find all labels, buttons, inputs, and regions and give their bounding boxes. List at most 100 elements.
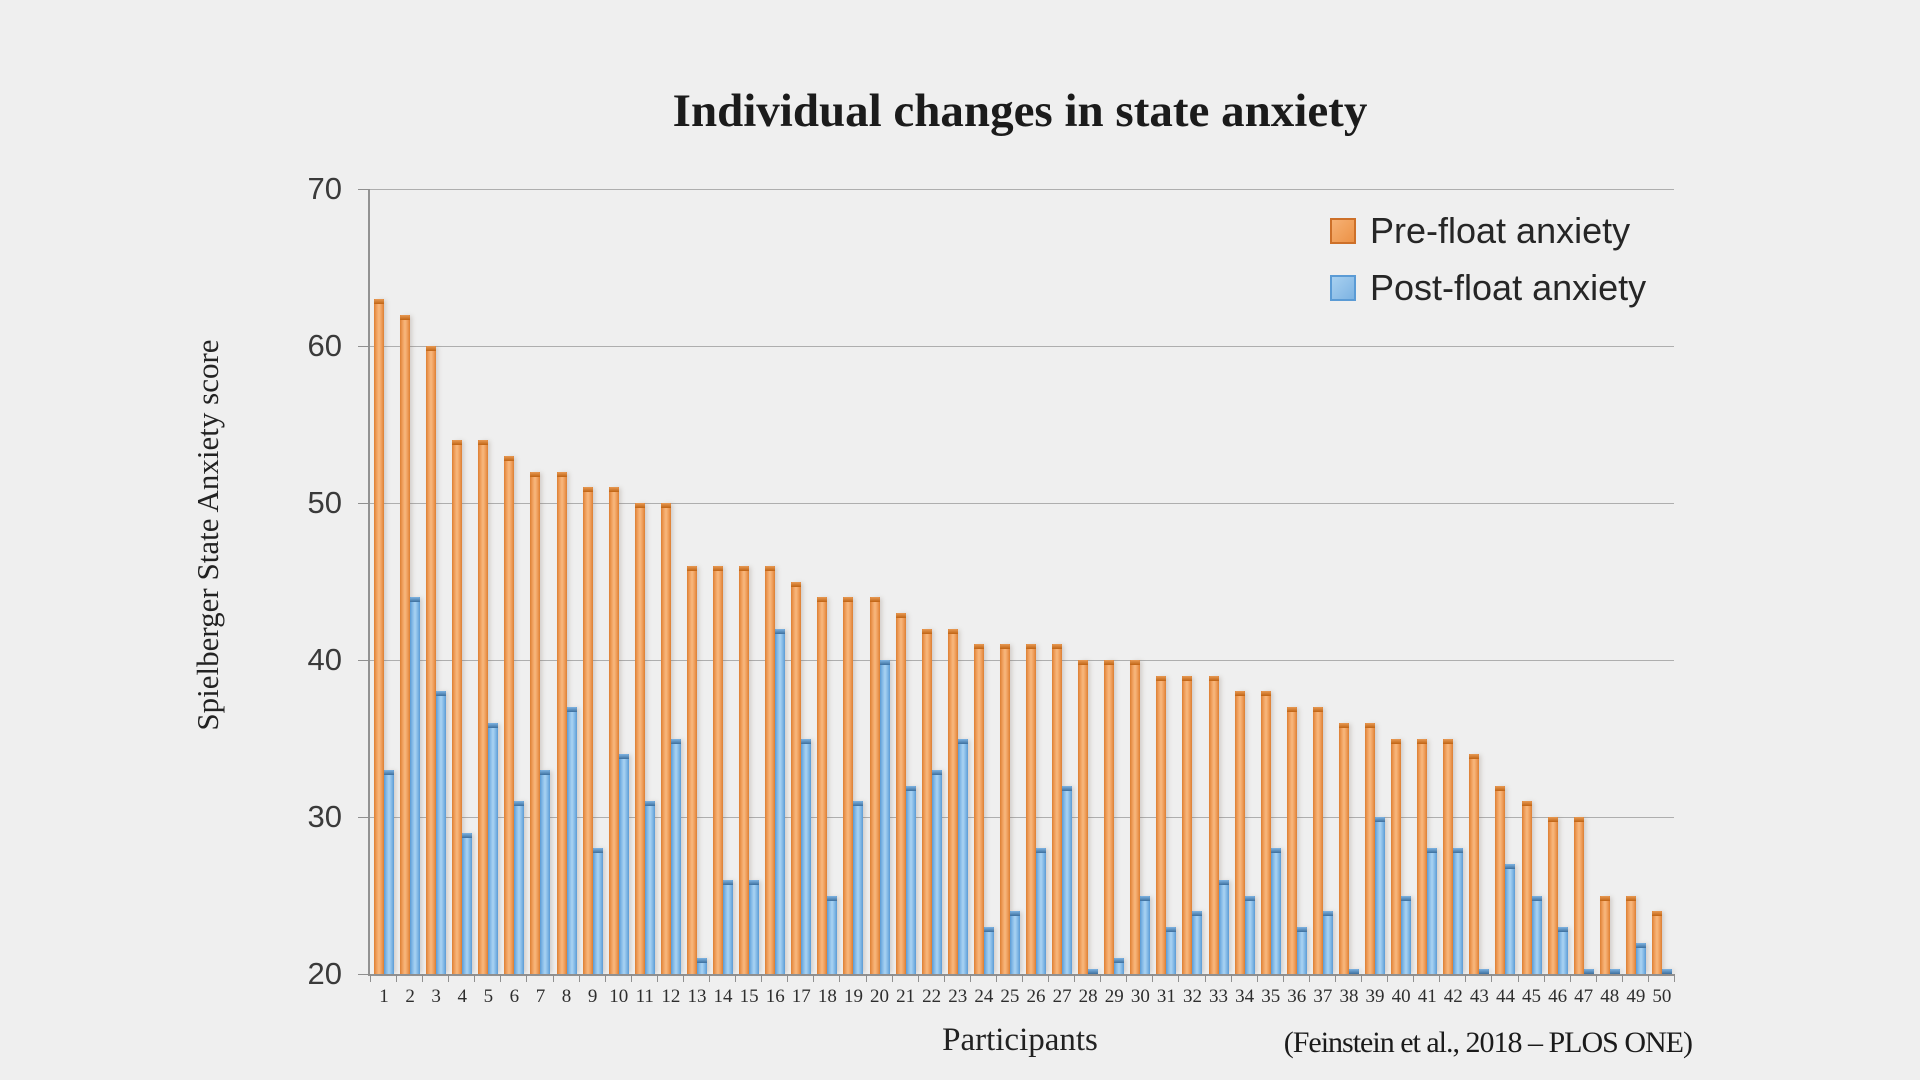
x-tick-21 — [917, 974, 919, 982]
bar-post-participant-23 — [957, 738, 968, 974]
x-tick-16 — [787, 974, 789, 982]
bar-pre-participant-43 — [1469, 754, 1480, 974]
x-tick-46 — [1569, 974, 1571, 982]
x-category-label-21: 21 — [896, 986, 916, 1007]
gridline-y-50 — [370, 503, 1674, 504]
bar-post-participant-11 — [644, 801, 655, 974]
x-category-label-35: 35 — [1261, 986, 1281, 1007]
x-tick-12 — [682, 974, 684, 982]
bar-pre-participant-27 — [1052, 644, 1063, 974]
x-tick-50 — [1674, 974, 1675, 982]
x-axis-title: Participants — [942, 1022, 1098, 1058]
bar-pre-participant-35 — [1260, 691, 1271, 974]
bar-pre-participant-25 — [999, 644, 1010, 974]
bar-pre-participant-38 — [1338, 722, 1349, 974]
bar-pre-participant-24 — [973, 644, 984, 974]
bar-post-participant-22 — [931, 769, 942, 974]
x-category-label-30: 30 — [1130, 986, 1150, 1007]
chart-title: Individual changes in state anxiety — [672, 85, 1368, 137]
bar-post-participant-40 — [1401, 895, 1412, 974]
x-tick-37 — [1334, 974, 1336, 982]
x-tick-48 — [1621, 974, 1623, 982]
x-tick-44 — [1517, 974, 1519, 982]
x-category-label-19: 19 — [843, 986, 863, 1007]
bar-pre-participant-26 — [1026, 644, 1036, 974]
x-tick-22 — [943, 974, 945, 982]
x-category-label-47: 47 — [1574, 986, 1594, 1007]
x-tick-45 — [1543, 974, 1545, 982]
legend: Pre-float anxiety Post-float anxiety — [1330, 202, 1646, 316]
x-tick-2 — [422, 974, 424, 982]
x-category-label-14: 14 — [713, 986, 733, 1007]
x-category-label-38: 38 — [1339, 986, 1359, 1007]
bar-post-participant-18 — [827, 895, 838, 974]
x-tick-30 — [1152, 974, 1154, 982]
x-tick-3 — [448, 974, 450, 982]
bar-post-participant-33 — [1218, 879, 1229, 974]
x-tick-40 — [1413, 974, 1415, 982]
bar-pre-participant-30 — [1130, 660, 1141, 974]
x-category-label-16: 16 — [765, 986, 785, 1007]
x-category-label-42: 42 — [1443, 986, 1463, 1007]
x-category-label-29: 29 — [1104, 986, 1124, 1007]
bar-pre-participant-13 — [686, 565, 697, 974]
x-category-label-8: 8 — [561, 986, 572, 1007]
x-tick-0 — [370, 974, 371, 982]
pre-float-swatch-icon — [1330, 217, 1356, 244]
x-category-label-45: 45 — [1522, 986, 1542, 1007]
bar-post-participant-6 — [514, 801, 525, 974]
x-category-label-28: 28 — [1078, 986, 1098, 1007]
bar-pre-participant-36 — [1286, 707, 1297, 974]
y-tick-label-60: 60 — [307, 328, 342, 363]
x-category-label-44: 44 — [1495, 986, 1515, 1007]
bar-post-participant-42 — [1453, 848, 1464, 974]
x-tick-15 — [761, 974, 763, 982]
y-tick-40 — [358, 660, 370, 661]
bar-pre-participant-6 — [504, 455, 515, 974]
x-category-label-17: 17 — [791, 986, 811, 1007]
bar-post-participant-47 — [1583, 969, 1594, 974]
x-category-label-37: 37 — [1313, 986, 1333, 1007]
bar-post-participant-39 — [1375, 817, 1386, 974]
bar-pre-participant-3 — [426, 346, 437, 974]
bar-post-participant-45 — [1531, 895, 1542, 974]
x-tick-35 — [1282, 974, 1284, 982]
bar-post-participant-4 — [462, 832, 473, 974]
x-tick-38 — [1361, 974, 1363, 982]
bar-post-participant-20 — [879, 660, 890, 974]
x-category-label-26: 26 — [1026, 986, 1046, 1007]
bar-post-participant-32 — [1192, 911, 1203, 974]
bar-pre-participant-29 — [1104, 660, 1115, 974]
post-float-swatch-icon — [1330, 274, 1356, 301]
bar-pre-participant-17 — [791, 581, 802, 974]
bar-post-participant-44 — [1505, 864, 1516, 974]
x-tick-8 — [578, 974, 580, 982]
bar-pre-participant-50 — [1651, 911, 1662, 974]
gridline-y-60 — [370, 346, 1674, 347]
x-tick-1 — [396, 974, 398, 982]
bar-post-participant-28 — [1088, 969, 1099, 974]
bar-pre-participant-12 — [660, 503, 671, 974]
bar-pre-participant-1 — [374, 298, 384, 974]
y-tick-70 — [358, 189, 370, 190]
x-tick-17 — [813, 974, 815, 982]
x-category-label-24: 24 — [974, 986, 994, 1007]
x-category-label-2: 2 — [405, 986, 415, 1007]
x-category-label-3: 3 — [431, 986, 441, 1007]
x-tick-32 — [1204, 974, 1206, 982]
y-tick-label-70: 70 — [307, 171, 342, 206]
x-tick-7 — [552, 974, 554, 982]
y-tick-30 — [358, 817, 370, 818]
bar-post-participant-17 — [801, 738, 812, 974]
bar-post-participant-30 — [1140, 895, 1151, 974]
x-tick-10 — [630, 974, 632, 982]
bar-post-participant-46 — [1557, 926, 1568, 974]
y-tick-50 — [358, 503, 370, 504]
legend-label-pre-float: Pre-float anxiety — [1370, 209, 1631, 251]
x-tick-20 — [891, 974, 893, 982]
x-category-label-13: 13 — [687, 986, 707, 1007]
x-tick-34 — [1256, 974, 1258, 982]
bar-post-participant-38 — [1348, 969, 1359, 974]
bar-pre-participant-5 — [478, 440, 489, 974]
